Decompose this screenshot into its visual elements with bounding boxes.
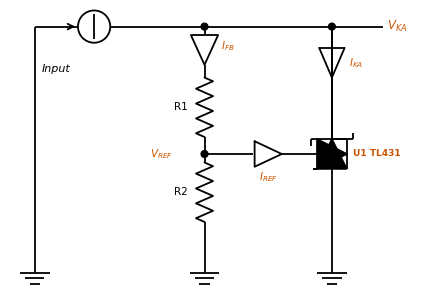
Text: R2: R2	[174, 187, 188, 197]
Circle shape	[201, 151, 208, 157]
Text: $V_{REF}$: $V_{REF}$	[150, 147, 173, 161]
Circle shape	[201, 23, 208, 30]
Text: $I_{KA}$: $I_{KA}$	[349, 56, 363, 70]
Polygon shape	[317, 139, 347, 169]
Text: $I_{REF}$: $I_{REF}$	[259, 171, 278, 184]
Text: $I_{FB}$: $I_{FB}$	[221, 39, 234, 53]
Polygon shape	[317, 139, 347, 169]
Text: R1: R1	[174, 102, 188, 112]
Text: $V_{KA}$: $V_{KA}$	[387, 19, 408, 34]
Text: U1 TL431: U1 TL431	[353, 150, 401, 159]
Circle shape	[328, 23, 335, 30]
Text: Input: Input	[41, 64, 70, 74]
